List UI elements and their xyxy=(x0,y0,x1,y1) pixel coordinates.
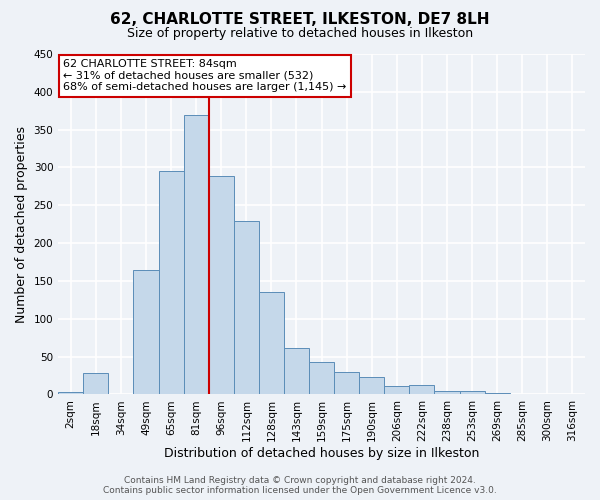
Bar xyxy=(184,114,209,394)
Bar xyxy=(133,270,158,394)
Text: Size of property relative to detached houses in Ilkeston: Size of property relative to detached ho… xyxy=(127,28,473,40)
Bar xyxy=(409,386,434,394)
Bar xyxy=(83,372,109,394)
Bar xyxy=(259,292,284,394)
Bar xyxy=(334,372,359,394)
Bar xyxy=(58,392,83,394)
Text: 62, CHARLOTTE STREET, ILKESTON, DE7 8LH: 62, CHARLOTTE STREET, ILKESTON, DE7 8LH xyxy=(110,12,490,28)
Text: 62 CHARLOTTE STREET: 84sqm
← 31% of detached houses are smaller (532)
68% of sem: 62 CHARLOTTE STREET: 84sqm ← 31% of deta… xyxy=(64,59,347,92)
Bar xyxy=(460,392,485,394)
Y-axis label: Number of detached properties: Number of detached properties xyxy=(15,126,28,322)
Bar xyxy=(284,348,309,395)
Bar xyxy=(158,172,184,394)
Bar xyxy=(234,221,259,394)
Bar xyxy=(309,362,334,394)
Bar xyxy=(485,393,510,394)
Bar xyxy=(209,176,234,394)
Bar xyxy=(359,377,385,394)
Text: Contains HM Land Registry data © Crown copyright and database right 2024.
Contai: Contains HM Land Registry data © Crown c… xyxy=(103,476,497,495)
Bar xyxy=(434,390,460,394)
Bar xyxy=(385,386,409,394)
X-axis label: Distribution of detached houses by size in Ilkeston: Distribution of detached houses by size … xyxy=(164,447,479,460)
